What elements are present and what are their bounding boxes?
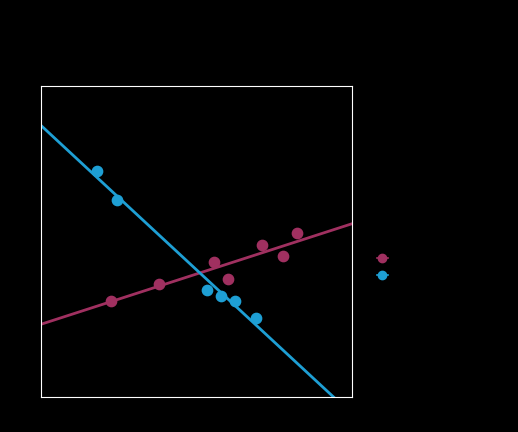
Point — [93, 168, 101, 175]
Point — [279, 253, 287, 260]
Point — [217, 292, 225, 299]
Point — [231, 298, 239, 305]
Point — [210, 258, 218, 265]
Legend: , : , — [373, 250, 400, 283]
Point — [251, 315, 260, 322]
Point — [203, 286, 211, 293]
Point — [224, 275, 232, 282]
Point — [293, 230, 301, 237]
Point — [258, 241, 267, 248]
Point — [106, 298, 114, 305]
Point — [113, 196, 122, 203]
Point — [155, 281, 163, 288]
